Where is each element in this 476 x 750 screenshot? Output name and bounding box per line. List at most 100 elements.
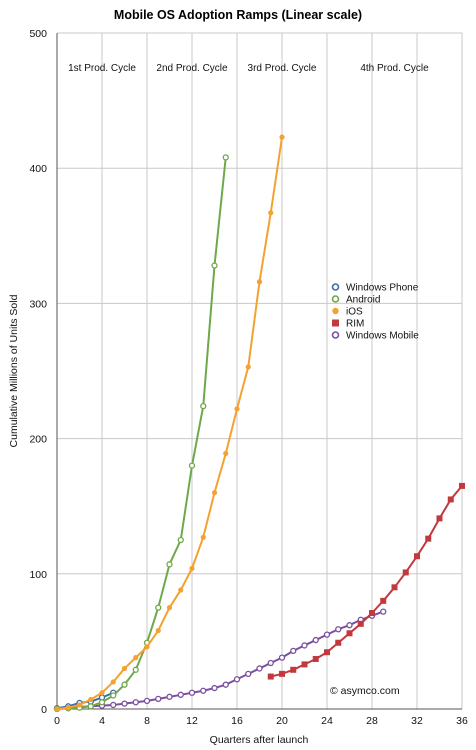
y-tick-label: 300 bbox=[29, 298, 47, 310]
data-point bbox=[312, 636, 319, 644]
data-point bbox=[267, 673, 274, 680]
data-point bbox=[166, 561, 173, 568]
data-point bbox=[188, 462, 196, 469]
data-point bbox=[222, 154, 229, 161]
product-cycle-labels: 1st Prod. Cycle 2nd Prod. Cycle 3rd Prod. … bbox=[68, 63, 429, 74]
legend-marker bbox=[332, 319, 339, 327]
legend-label: Windows Phone bbox=[346, 283, 419, 294]
legend-marker bbox=[332, 307, 339, 315]
y-tick-label: 0 bbox=[41, 704, 47, 716]
data-point bbox=[166, 693, 173, 700]
data-point bbox=[335, 626, 342, 633]
data-point bbox=[121, 700, 128, 707]
chart-title: Mobile OS Adoption Ramps (Linear scale) bbox=[114, 8, 362, 22]
cycle-label: 3rd Prod. Cycle bbox=[248, 63, 317, 74]
cycle-label: 2nd Prod. Cycle bbox=[156, 63, 228, 74]
data-point bbox=[369, 610, 375, 617]
data-point bbox=[65, 705, 71, 711]
data-point bbox=[88, 696, 94, 703]
data-point bbox=[189, 565, 195, 571]
legend-item: RIM bbox=[332, 319, 364, 330]
data-point bbox=[245, 364, 251, 370]
data-point bbox=[301, 642, 308, 649]
data-point bbox=[200, 403, 207, 410]
data-point bbox=[133, 655, 139, 661]
data-point bbox=[312, 655, 319, 662]
data-point bbox=[155, 604, 162, 611]
series-line bbox=[56, 136, 283, 710]
data-point bbox=[391, 584, 398, 591]
data-point bbox=[121, 665, 128, 672]
cycle-label: 1st Prod. Cycle bbox=[68, 63, 136, 74]
data-point bbox=[87, 703, 94, 710]
legend-item: Windows Phone bbox=[331, 283, 419, 294]
data-point bbox=[211, 684, 218, 692]
data-point bbox=[99, 690, 105, 696]
data-point bbox=[54, 706, 60, 712]
data-point bbox=[279, 670, 285, 677]
legend-marker bbox=[331, 295, 340, 303]
data-point bbox=[256, 665, 263, 672]
data-point bbox=[222, 681, 229, 688]
data-point bbox=[211, 490, 218, 496]
x-tick-label: 8 bbox=[144, 715, 150, 727]
data-point bbox=[380, 608, 387, 615]
data-point bbox=[121, 681, 128, 688]
legend-item: iOS bbox=[332, 307, 363, 318]
x-tick-label: 36 bbox=[456, 715, 468, 727]
data-point bbox=[155, 627, 161, 634]
x-axis-label: Quarters after launch bbox=[210, 734, 309, 746]
data-point bbox=[267, 659, 274, 667]
cycle-label: 4th Prod. Cycle bbox=[360, 63, 429, 74]
data-point bbox=[414, 553, 420, 560]
x-tick-label: 16 bbox=[231, 715, 243, 727]
data-point bbox=[447, 496, 454, 503]
data-point bbox=[268, 210, 274, 216]
legend-item: Android bbox=[331, 295, 380, 306]
data-point bbox=[178, 587, 184, 593]
data-point bbox=[132, 699, 139, 706]
data-point bbox=[166, 605, 173, 611]
data-point bbox=[324, 649, 330, 656]
legend-item: Windows Mobile bbox=[331, 331, 419, 342]
y-tick-label: 400 bbox=[29, 163, 47, 175]
data-point bbox=[290, 666, 297, 673]
data-point bbox=[245, 670, 252, 677]
data-point bbox=[177, 536, 184, 544]
data-point bbox=[323, 631, 331, 638]
data-point bbox=[346, 630, 353, 637]
data-point bbox=[110, 692, 117, 699]
data-point bbox=[98, 699, 106, 706]
data-point bbox=[200, 687, 207, 694]
x-tick-label: 20 bbox=[276, 715, 288, 727]
data-point bbox=[425, 535, 432, 542]
y-tick-label: 100 bbox=[29, 569, 47, 581]
data-point bbox=[110, 679, 116, 685]
series-group bbox=[53, 134, 465, 713]
legend-marker bbox=[331, 283, 340, 291]
data-point bbox=[357, 620, 364, 627]
legend-label: iOS bbox=[346, 307, 363, 318]
x-tick-label: 24 bbox=[321, 715, 333, 727]
x-tick-label: 0 bbox=[54, 715, 60, 727]
x-tick-label: 28 bbox=[366, 715, 378, 727]
data-point bbox=[143, 697, 151, 705]
series-rim bbox=[267, 482, 465, 680]
data-point bbox=[132, 666, 139, 673]
data-point bbox=[234, 406, 240, 412]
series-line bbox=[56, 157, 227, 710]
data-point bbox=[301, 661, 308, 668]
series-ios bbox=[54, 134, 285, 712]
data-point bbox=[380, 597, 387, 604]
data-point bbox=[155, 695, 162, 703]
y-tick-label: 500 bbox=[29, 28, 47, 40]
x-tick-label: 12 bbox=[186, 715, 198, 727]
data-point bbox=[200, 534, 206, 540]
data-point bbox=[402, 569, 409, 576]
grid bbox=[56, 32, 463, 710]
data-point bbox=[335, 639, 342, 646]
data-point bbox=[177, 691, 184, 698]
data-point bbox=[278, 654, 286, 661]
data-point bbox=[290, 647, 297, 655]
